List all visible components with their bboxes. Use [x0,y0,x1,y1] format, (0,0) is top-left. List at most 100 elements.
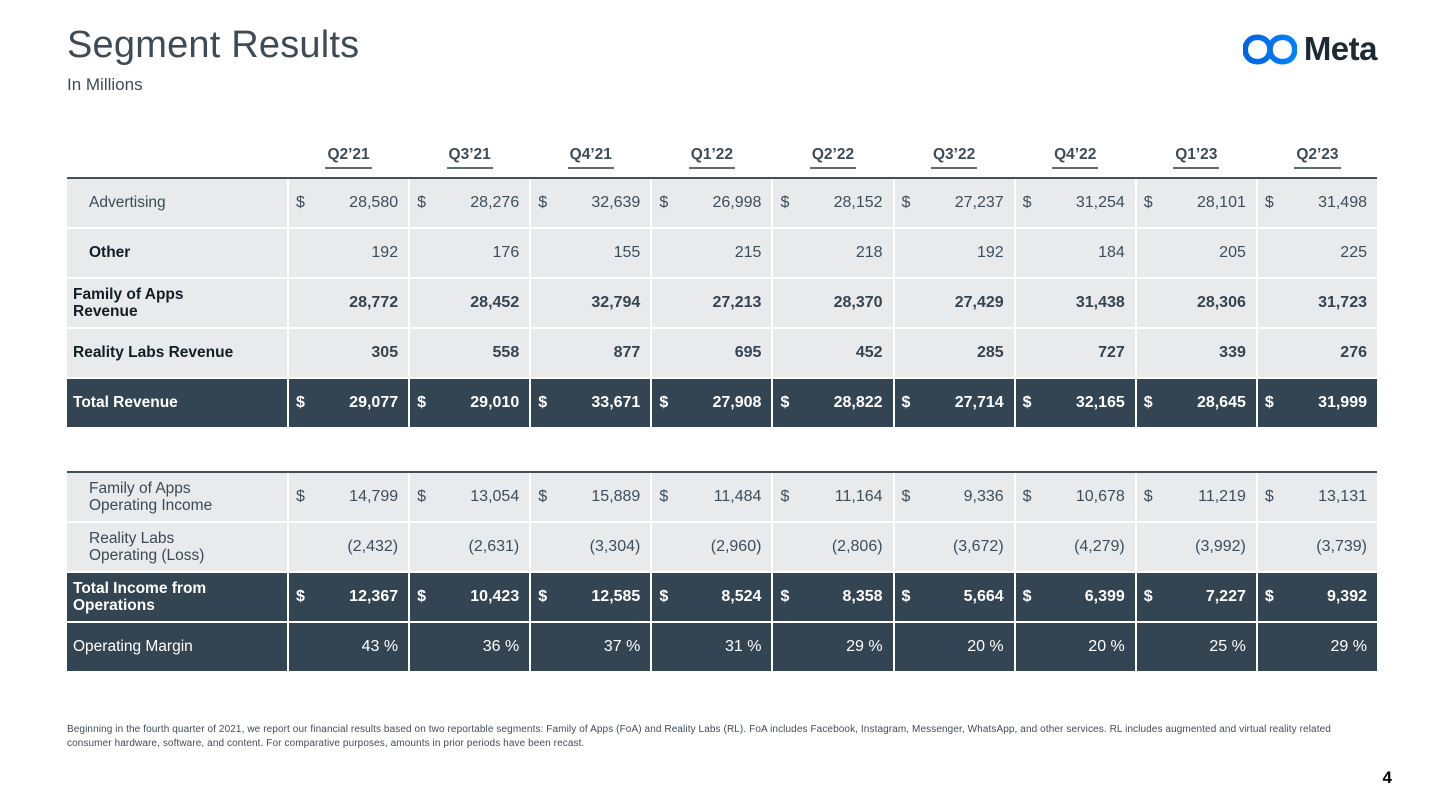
value-cell: 192 [289,229,409,277]
value-text: 28,152 [833,194,883,211]
dollar-sign: $ [1022,488,1032,505]
value-cell: $29,077 [289,379,409,427]
value-text: 32,165 [1075,394,1125,411]
value-text: 14,799 [349,488,399,505]
dollar-sign: $ [1264,488,1274,505]
value-text: 285 [976,344,1004,361]
dollar-sign: $ [538,588,548,605]
value-text: 225 [1340,244,1367,261]
row-label: Other [67,229,287,277]
value-text: 6,399 [1084,588,1125,605]
page-title: Segment Results [67,24,360,66]
dollar-sign: $ [1264,588,1274,605]
dollar-sign: $ [780,488,790,505]
value-cell: 29 % [773,623,893,671]
table-section-2: Family of Apps Operating Income $14,799 $1… [67,471,1377,671]
dollar-sign: $ [780,194,790,211]
value-cell: 877 [531,329,651,377]
value-cell: 305 [289,329,409,377]
value-cell: $28,645 [1136,379,1256,427]
value-text: (3,739) [1316,538,1367,555]
quarter-label: Q2’22 [809,146,857,169]
table-row: Reality Labs Revenue 305 558 877 695 452 285 72… [67,329,1377,377]
table-row: Advertising $28,580 $28,276 $32,639 $26,998 $… [67,179,1377,227]
quarter-header-cell: Q1’23 [1137,146,1256,169]
value-cell: $28,276 [410,179,530,227]
value-cell: $10,423 [410,573,530,621]
value-text: 877 [613,344,641,361]
table-row: Operating Margin 43 % 36 % 37 % 31 % 29 % 20 %… [67,623,1377,671]
row-label: Reality Labs Revenue [67,329,287,377]
value-text: 11,219 [1198,488,1246,505]
dollar-sign: $ [659,488,669,505]
value-cell: 192 [894,229,1014,277]
quarter-header-cell: Q4’21 [531,146,650,169]
dollar-sign: $ [296,588,305,605]
value-cell: 43 % [289,623,409,671]
table-row: Total Income from Operations $12,367 $10,4… [67,573,1377,621]
quarter-header-cell: Q3’22 [895,146,1014,169]
value-cell: 155 [531,229,651,277]
dollar-sign: $ [1022,194,1032,211]
value-text: 20 % [967,638,1004,655]
row-label: Advertising [67,179,287,227]
value-text: 31,999 [1318,394,1367,411]
table-row: Reality Labs Operating (Loss) (2,432) (2,6… [67,523,1377,571]
value-cell: 218 [773,229,893,277]
value-cell: 276 [1257,329,1377,377]
value-cell: 225 [1257,229,1377,277]
value-cell: $32,165 [1015,379,1135,427]
dollar-sign: $ [296,394,305,411]
row-label: Family of Apps Operating Income [67,473,287,521]
value-cell: (3,739) [1257,523,1377,571]
dollar-sign: $ [659,194,669,211]
value-cell: $5,664 [894,573,1014,621]
value-text: 12,585 [591,588,641,605]
quarter-label: Q2’21 [325,146,372,169]
quarter-label: Q4’21 [567,146,614,169]
value-cell: 205 [1136,229,1256,277]
value-text: 28,772 [349,294,399,311]
value-text: 28,580 [349,194,399,211]
value-cell: 20 % [1015,623,1135,671]
value-text: 27,237 [954,194,1004,211]
slide-header: Segment Results In Millions Meta [67,24,1378,95]
dollar-sign: $ [1022,394,1032,411]
value-text: (3,992) [1195,538,1246,555]
value-cell: 31,723 [1257,279,1377,327]
value-cell: $9,336 [894,473,1014,521]
value-text: 339 [1219,344,1246,361]
quarter-label: Q3’21 [446,146,493,169]
value-cell: 36 % [410,623,530,671]
value-text: 26,998 [712,194,762,211]
value-cell: $27,908 [652,379,772,427]
value-cell: (2,960) [652,523,772,571]
quarter-label: Q1’23 [1173,146,1220,169]
value-cell: $13,054 [410,473,530,521]
dollar-sign: $ [1143,488,1153,505]
value-cell: 25 % [1136,623,1256,671]
value-cell: 31 % [652,623,772,671]
table-row: Total Revenue $29,077 $29,010 $33,671 $27,90… [67,379,1377,427]
value-text: 8,524 [721,588,762,605]
value-cell: 339 [1136,329,1256,377]
page-number: 4 [1382,768,1392,787]
value-text: 11,164 [834,488,883,505]
value-cell: (3,992) [1136,523,1256,571]
value-cell: (4,279) [1015,523,1135,571]
value-cell: 28,306 [1136,279,1256,327]
value-text: 31,254 [1075,194,1125,211]
value-text: 27,429 [954,294,1004,311]
value-text: 558 [492,344,520,361]
value-text: (2,960) [710,538,762,555]
value-cell: 27,429 [894,279,1014,327]
table-row: Family of Apps Operating Income $14,799 $1… [67,473,1377,521]
value-cell: $6,399 [1015,573,1135,621]
value-text: (3,672) [952,538,1004,555]
value-cell: $12,367 [289,573,409,621]
value-text: 27,714 [954,394,1004,411]
value-text: 37 % [603,638,641,655]
dollar-sign: $ [1022,588,1032,605]
row-label: Total Income from Operations [67,573,287,621]
dollar-sign: $ [417,488,427,505]
